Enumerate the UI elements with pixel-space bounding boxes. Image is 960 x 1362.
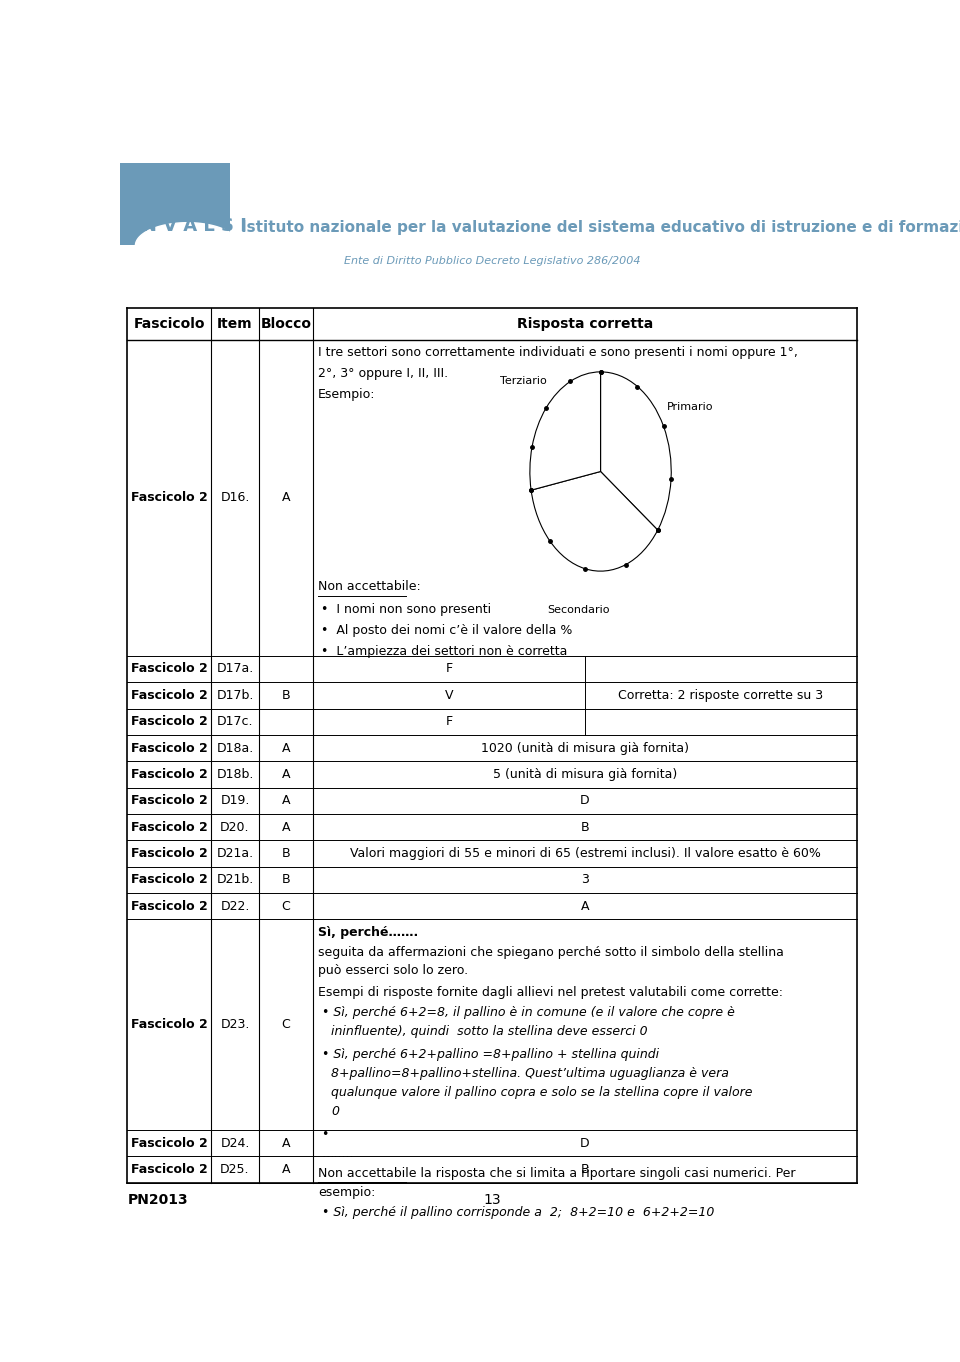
Bar — [120, 163, 230, 245]
Text: Valori maggiori di 55 e minori di 65 (estremi inclusi). Il valore esatto è 60%: Valori maggiori di 55 e minori di 65 (es… — [349, 847, 821, 859]
Text: seguita da affermazioni che spiegano perché sotto il simbolo della stellina: seguita da affermazioni che spiegano per… — [318, 945, 783, 959]
Text: C: C — [281, 900, 290, 913]
Text: A: A — [282, 1137, 290, 1150]
Text: Terziario: Terziario — [500, 376, 546, 387]
Text: PN2013: PN2013 — [128, 1193, 188, 1207]
Text: D18b.: D18b. — [216, 768, 253, 780]
Text: ….....: …..... — [322, 1147, 354, 1160]
Text: B: B — [581, 820, 589, 834]
Text: Ente di Diritto Pubblico Decreto Legislativo 286/2004: Ente di Diritto Pubblico Decreto Legisla… — [344, 256, 640, 266]
Text: Fascicolo 2: Fascicolo 2 — [132, 715, 208, 729]
Text: D17c.: D17c. — [217, 715, 253, 729]
Text: D22.: D22. — [220, 900, 250, 913]
Text: Fascicolo 2: Fascicolo 2 — [132, 794, 208, 808]
Text: 5 (unità di misura già fornita): 5 (unità di misura già fornita) — [492, 768, 677, 780]
Text: D: D — [580, 794, 589, 808]
Text: A: A — [282, 492, 290, 504]
Text: Esempi di risposte fornite dagli allievi nel pretest valutabili come corrette:: Esempi di risposte fornite dagli allievi… — [318, 986, 782, 1000]
Text: qualunque valore il pallino copra e solo se la stellina copre il valore: qualunque valore il pallino copra e solo… — [331, 1086, 753, 1099]
Text: • Sì, perché 6+2+pallino =8+pallino + stellina quindi: • Sì, perché 6+2+pallino =8+pallino + st… — [322, 1049, 659, 1061]
Text: Corretta: 2 risposte corrette su 3: Corretta: 2 risposte corrette su 3 — [618, 689, 824, 701]
Text: 8+pallino=8+pallino+stellina. Quest’ultima uguaglianza è vera: 8+pallino=8+pallino+stellina. Quest’ulti… — [331, 1068, 729, 1080]
Text: •: • — [322, 1128, 329, 1141]
Text: D19.: D19. — [220, 794, 250, 808]
Text: D17a.: D17a. — [216, 662, 253, 676]
Wedge shape — [531, 471, 658, 571]
Text: Secondario: Secondario — [547, 605, 610, 614]
Text: A: A — [282, 1163, 290, 1177]
Text: • Sì, perché il pallino corrisponde a  2;  8+2=10 e  6+2+2=10: • Sì, perché il pallino corrisponde a 2;… — [322, 1205, 714, 1219]
Text: D18a.: D18a. — [216, 741, 253, 755]
Text: •  L’ampiezza dei settori non è corretta: • L’ampiezza dei settori non è corretta — [321, 646, 567, 658]
Text: A: A — [282, 794, 290, 808]
Text: Primario: Primario — [667, 402, 713, 413]
Text: D16.: D16. — [220, 492, 250, 504]
Text: D25.: D25. — [220, 1163, 250, 1177]
Text: D23.: D23. — [220, 1019, 250, 1031]
Text: • Sì, perché 6+2=8, il pallino è in comune (e il valore che copre è: • Sì, perché 6+2=8, il pallino è in comu… — [322, 1007, 734, 1019]
Text: Fascicolo 2: Fascicolo 2 — [132, 847, 208, 859]
Wedge shape — [601, 372, 671, 530]
Text: B: B — [581, 1163, 589, 1177]
Text: 1020 (unità di misura già fornita): 1020 (unità di misura già fornita) — [481, 741, 689, 755]
Text: B: B — [281, 873, 290, 887]
Text: B: B — [281, 847, 290, 859]
Text: Non accettabile:: Non accettabile: — [318, 580, 420, 594]
Text: A: A — [282, 820, 290, 834]
Text: A: A — [282, 768, 290, 780]
Text: Non accettabile la risposta che si limita a riportare singoli casi numerici. Per: Non accettabile la risposta che si limit… — [318, 1167, 795, 1179]
Text: Esempio:: Esempio: — [318, 388, 375, 400]
Text: A: A — [581, 900, 589, 913]
Text: può esserci solo lo zero.: può esserci solo lo zero. — [318, 964, 468, 978]
Text: Fascicolo 2: Fascicolo 2 — [132, 492, 208, 504]
Text: I tre settori sono correttamente individuati e sono presenti i nomi oppure 1°,: I tre settori sono correttamente individ… — [318, 346, 798, 360]
Text: D21a.: D21a. — [216, 847, 253, 859]
Text: Sì, perché…….: Sì, perché……. — [318, 926, 418, 938]
Text: Fascicolo 2: Fascicolo 2 — [132, 1019, 208, 1031]
Text: F: F — [445, 715, 453, 729]
Text: Fascicolo 2: Fascicolo 2 — [132, 662, 208, 676]
Text: D24.: D24. — [220, 1137, 250, 1150]
Text: Blocco: Blocco — [260, 317, 312, 331]
Text: Fascicolo 2: Fascicolo 2 — [132, 900, 208, 913]
Text: Fascicolo: Fascicolo — [133, 317, 205, 331]
Text: Fascicolo 2: Fascicolo 2 — [132, 768, 208, 780]
Text: 13: 13 — [483, 1193, 501, 1207]
Text: I N V A L S I: I N V A L S I — [129, 217, 247, 234]
Text: V: V — [444, 689, 453, 701]
Text: •  I nomi non sono presenti: • I nomi non sono presenti — [321, 603, 491, 617]
Text: Fascicolo 2: Fascicolo 2 — [132, 1137, 208, 1150]
Text: Fascicolo 2: Fascicolo 2 — [132, 820, 208, 834]
Text: B: B — [281, 689, 290, 701]
Text: esempio:: esempio: — [318, 1186, 375, 1199]
Text: Item: Item — [217, 317, 252, 331]
Text: Fascicolo 2: Fascicolo 2 — [132, 1163, 208, 1177]
Text: ininfluente), quindi  sotto la stellina deve esserci 0: ininfluente), quindi sotto la stellina d… — [331, 1026, 648, 1038]
Text: Risposta corretta: Risposta corretta — [516, 317, 653, 331]
Text: D20.: D20. — [220, 820, 250, 834]
Text: 2°, 3° oppure I, II, III.: 2°, 3° oppure I, II, III. — [318, 366, 448, 380]
Text: 0: 0 — [331, 1105, 339, 1118]
Text: 3: 3 — [581, 873, 588, 887]
Text: Fascicolo 2: Fascicolo 2 — [132, 873, 208, 887]
Text: F: F — [445, 662, 453, 676]
Text: C: C — [281, 1019, 290, 1031]
Text: D: D — [580, 1137, 589, 1150]
Text: Fascicolo 2: Fascicolo 2 — [132, 741, 208, 755]
Text: Istituto nazionale per la valutazione del sistema educativo di istruzione e di f: Istituto nazionale per la valutazione de… — [241, 219, 960, 234]
Wedge shape — [530, 372, 601, 490]
Text: •  Al posto dei nomi c’è il valore della %: • Al posto dei nomi c’è il valore della … — [321, 624, 572, 637]
Text: Fascicolo 2: Fascicolo 2 — [132, 689, 208, 701]
Text: D21b.: D21b. — [216, 873, 253, 887]
Text: A: A — [282, 741, 290, 755]
Text: D17b.: D17b. — [216, 689, 253, 701]
